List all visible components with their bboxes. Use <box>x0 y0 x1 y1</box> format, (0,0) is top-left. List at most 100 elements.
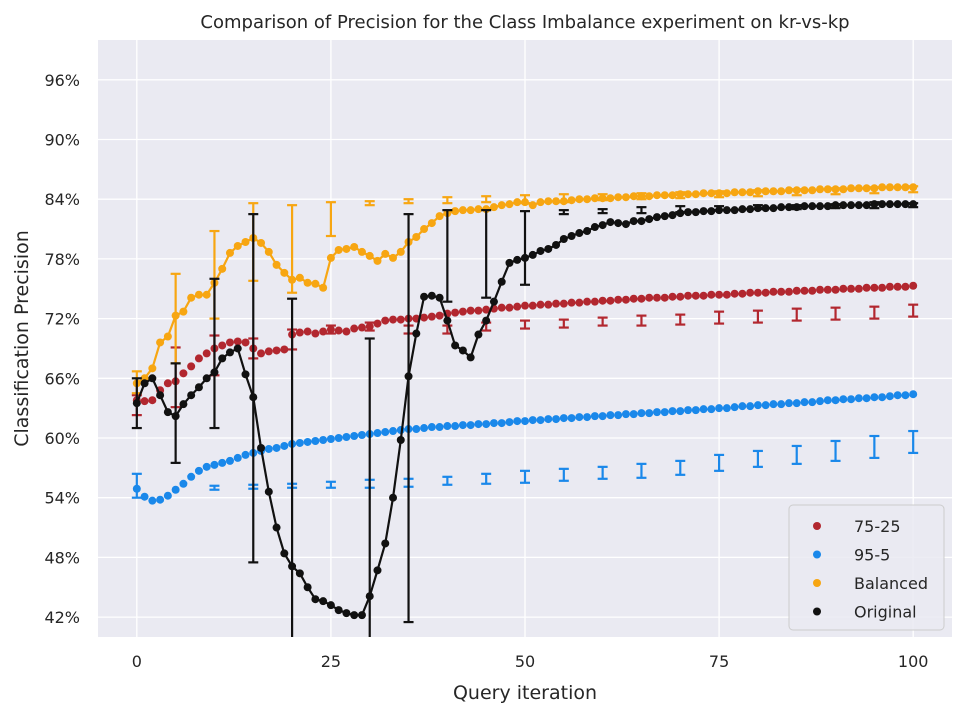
data-point <box>761 401 770 410</box>
data-point <box>179 307 188 316</box>
data-point <box>194 290 203 299</box>
data-point <box>194 466 203 475</box>
data-point <box>474 205 483 214</box>
data-point <box>179 400 188 409</box>
error-bar <box>597 316 608 327</box>
data-point <box>777 287 786 296</box>
legend: 75-25 95-5 Balanced Original <box>788 504 945 631</box>
data-point <box>272 346 281 355</box>
data-point <box>311 436 320 445</box>
data-point <box>264 247 273 256</box>
series-75-25 <box>131 281 919 417</box>
error-bar <box>752 189 763 198</box>
data-point <box>497 303 506 312</box>
error-bar <box>597 193 608 202</box>
data-point <box>668 211 677 220</box>
data-point <box>311 595 320 604</box>
data-point <box>536 198 545 207</box>
error-bar <box>908 303 919 318</box>
data-point <box>699 189 708 198</box>
y-tick-label: 42% <box>44 608 80 627</box>
data-point <box>823 185 832 194</box>
data-point <box>295 328 304 337</box>
data-point <box>629 410 638 419</box>
data-point <box>319 327 328 336</box>
error-bar <box>520 469 530 484</box>
data-point <box>381 316 390 325</box>
error-bar <box>131 472 142 499</box>
error-bar <box>830 439 841 462</box>
data-point <box>575 413 584 422</box>
data-point <box>823 396 832 405</box>
error-bar <box>287 297 298 637</box>
data-point <box>466 353 475 362</box>
data-point <box>730 403 739 412</box>
data-point <box>839 284 848 293</box>
data-point <box>489 203 498 212</box>
data-point <box>357 323 366 332</box>
data-point <box>808 398 817 407</box>
data-point <box>652 191 661 200</box>
data-point <box>645 192 654 201</box>
data-point <box>233 453 242 462</box>
y-tick-label: 54% <box>44 489 80 508</box>
error-bar <box>481 209 492 299</box>
data-point <box>163 332 172 341</box>
data-point <box>652 213 661 222</box>
data-point <box>280 549 289 558</box>
data-point <box>738 289 747 298</box>
data-point <box>521 417 529 426</box>
data-point <box>559 414 568 423</box>
data-point <box>684 406 693 415</box>
data-point <box>621 295 630 304</box>
data-point <box>505 418 514 427</box>
data-point <box>552 299 561 308</box>
data-point <box>777 187 786 196</box>
data-point <box>389 493 398 502</box>
error-bar <box>481 195 492 204</box>
x-tick-label: 0 <box>132 652 142 671</box>
error-bar <box>636 192 647 201</box>
data-point <box>878 283 887 292</box>
error-bar <box>791 188 802 197</box>
data-point <box>901 391 910 400</box>
data-point <box>497 419 506 428</box>
data-point <box>350 432 359 441</box>
data-point <box>482 316 491 325</box>
data-point <box>521 301 529 310</box>
error-bar <box>714 310 725 325</box>
data-point <box>156 338 165 347</box>
data-point <box>225 348 234 357</box>
data-point <box>878 183 887 192</box>
data-point <box>909 390 918 399</box>
data-point <box>800 398 809 407</box>
data-point <box>357 431 366 440</box>
data-point <box>652 293 661 302</box>
data-point <box>614 219 623 228</box>
data-point <box>583 195 592 204</box>
data-point <box>559 235 568 243</box>
y-tick-label: 48% <box>44 548 80 567</box>
legend-marker <box>813 607 821 616</box>
data-point <box>427 291 436 300</box>
data-point <box>583 227 592 236</box>
data-point <box>482 420 491 429</box>
data-point <box>381 539 390 548</box>
data-point <box>163 379 172 388</box>
data-point <box>839 185 848 194</box>
data-point <box>660 212 669 221</box>
data-point <box>606 194 615 203</box>
error-bar <box>752 204 763 211</box>
data-point <box>691 291 700 300</box>
data-point <box>784 186 793 195</box>
data-point <box>272 523 281 532</box>
x-tick-label: 50 <box>515 652 535 671</box>
data-point <box>816 202 825 211</box>
data-point <box>489 297 498 306</box>
data-point <box>210 460 219 469</box>
y-tick-label: 66% <box>44 369 80 388</box>
data-point <box>241 237 250 246</box>
data-point <box>187 362 196 371</box>
data-point <box>334 434 343 442</box>
